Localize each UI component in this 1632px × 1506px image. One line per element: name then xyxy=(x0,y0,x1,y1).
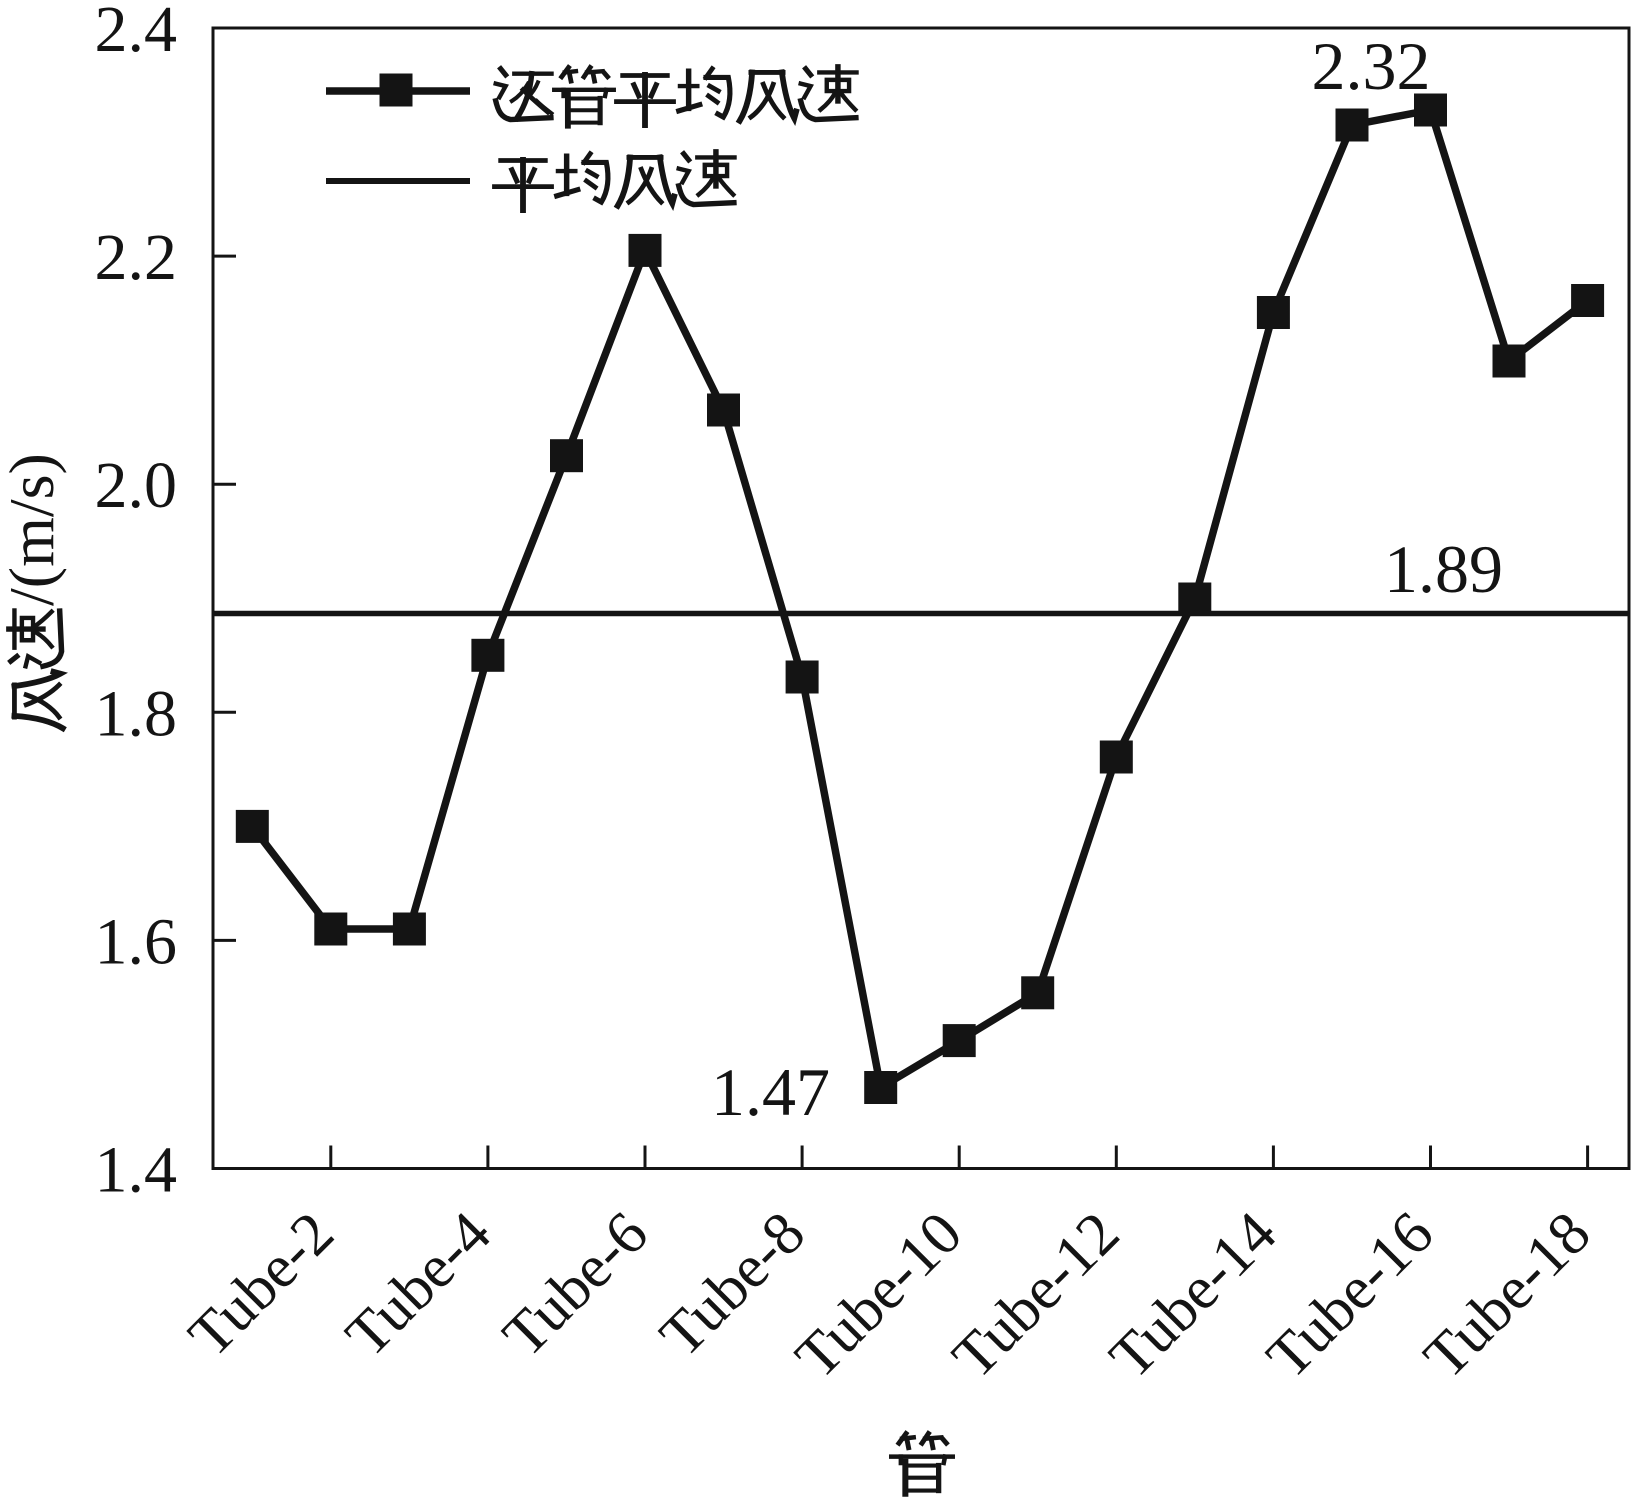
svg-text:1.8: 1.8 xyxy=(95,677,178,750)
svg-text:1.47: 1.47 xyxy=(711,1054,830,1130)
svg-text:1.89: 1.89 xyxy=(1384,531,1503,607)
svg-text:2.2: 2.2 xyxy=(95,221,178,294)
svg-text:1.6: 1.6 xyxy=(95,905,178,978)
svg-text:1.4: 1.4 xyxy=(95,1134,178,1207)
svg-text:2.0: 2.0 xyxy=(95,449,178,522)
svg-text:2.32: 2.32 xyxy=(1312,28,1431,104)
svg-text:/(m/s): /(m/s) xyxy=(0,453,67,606)
svg-text:2.4: 2.4 xyxy=(95,0,178,66)
